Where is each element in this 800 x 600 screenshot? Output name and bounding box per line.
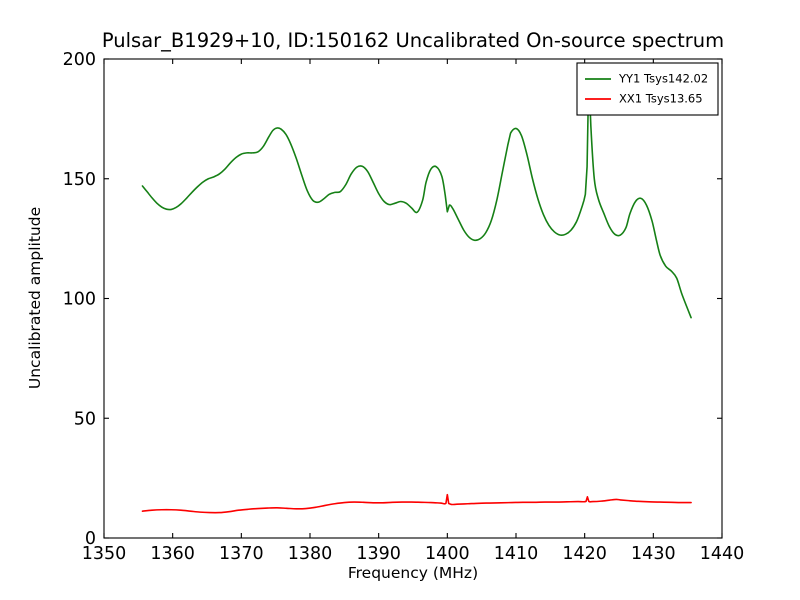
series-line-xx1 (141, 493, 692, 514)
x-tick-label: 1440 (700, 544, 745, 564)
series-line-yy1 (141, 72, 692, 319)
page-title: Pulsar_B1929+10, ID:150162 Uncalibrated … (102, 29, 724, 52)
y-tick-label: 0 (85, 529, 96, 549)
x-axis-ticks: 1350 1360 1370 1380 1390 1400 1410 1420 1430 1440 (82, 59, 745, 564)
x-tick-label: 1360 (150, 544, 195, 564)
legend-label-yy1: YY1 Tsys142.02 (618, 72, 708, 86)
y-tick-label: 100 (63, 290, 96, 310)
y-axis-label: Uncalibrated amplitude (26, 207, 44, 389)
y-tick-label: 150 (63, 170, 96, 190)
x-tick-label: 1380 (288, 544, 333, 564)
y-tick-label: 200 (63, 50, 96, 70)
x-tick-label: 1410 (494, 544, 539, 564)
data-series-layer (141, 72, 692, 514)
axes-frame (103, 58, 723, 539)
x-tick-label: 1370 (219, 544, 264, 564)
x-tick-label: 1390 (356, 544, 401, 564)
legend-box (576, 62, 719, 116)
x-axis-label: Frequency (MHz) (348, 564, 478, 582)
y-tick-label: 50 (74, 409, 96, 429)
x-tick-label: 1350 (82, 544, 127, 564)
x-tick-label: 1400 (425, 544, 470, 564)
legend-label-xx1: XX1 Tsys13.65 (619, 92, 703, 106)
chart-legend[interactable]: YY1 Tsys142.02 XX1 Tsys13.65 (576, 62, 719, 116)
y-axis-ticks: 0 50 100 150 200 (63, 50, 722, 549)
x-tick-label: 1430 (631, 544, 676, 564)
x-tick-label: 1420 (562, 544, 607, 564)
